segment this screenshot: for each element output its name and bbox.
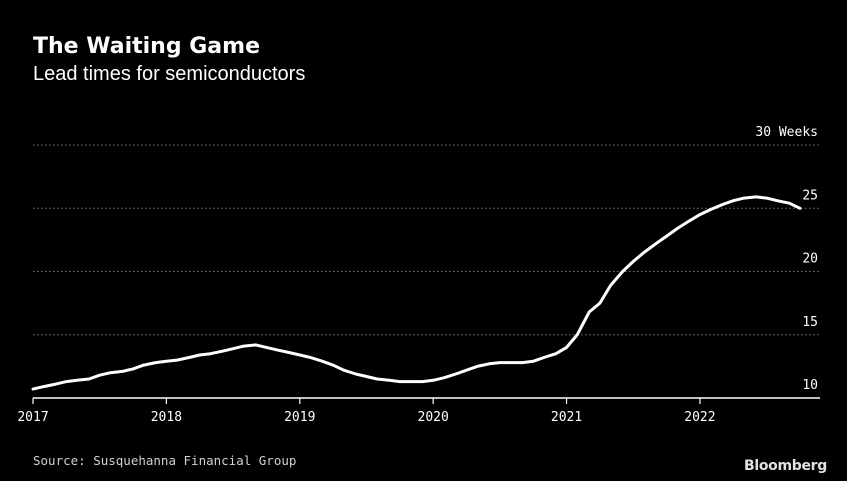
x-tick-label-2021: 2021 — [551, 410, 582, 425]
series-layer — [31, 195, 802, 391]
y-tick-label-30: 30 Weeks — [755, 125, 818, 140]
y-tick-label-15: 15 — [802, 315, 818, 330]
source-note: Source: Susquehanna Financial Group — [33, 453, 297, 468]
x-tick-label-2022: 2022 — [684, 410, 715, 425]
x-tick-label-2020: 2020 — [418, 410, 449, 425]
x-tick-label-2018: 2018 — [151, 410, 182, 425]
x-tick-label-2017: 2017 — [17, 410, 48, 425]
x-tick-label-2019: 2019 — [284, 410, 315, 425]
chart-subtitle: Lead times for semiconductors — [33, 63, 306, 85]
gridlines — [33, 144, 820, 336]
y-tick-label-20: 20 — [802, 252, 818, 267]
series-line-0 — [31, 195, 802, 391]
chart-title: The Waiting Game — [33, 34, 260, 59]
y-tick-label-25: 25 — [802, 188, 818, 203]
y-tick-label-10: 10 — [802, 378, 818, 393]
x-axis: 2017 2018 2019 2020 2021 2022 — [17, 397, 820, 425]
bloomberg-logo: Bloomberg — [743, 458, 827, 474]
y-axis-labels: 10 15 20 25 30 Weeks — [755, 125, 818, 393]
